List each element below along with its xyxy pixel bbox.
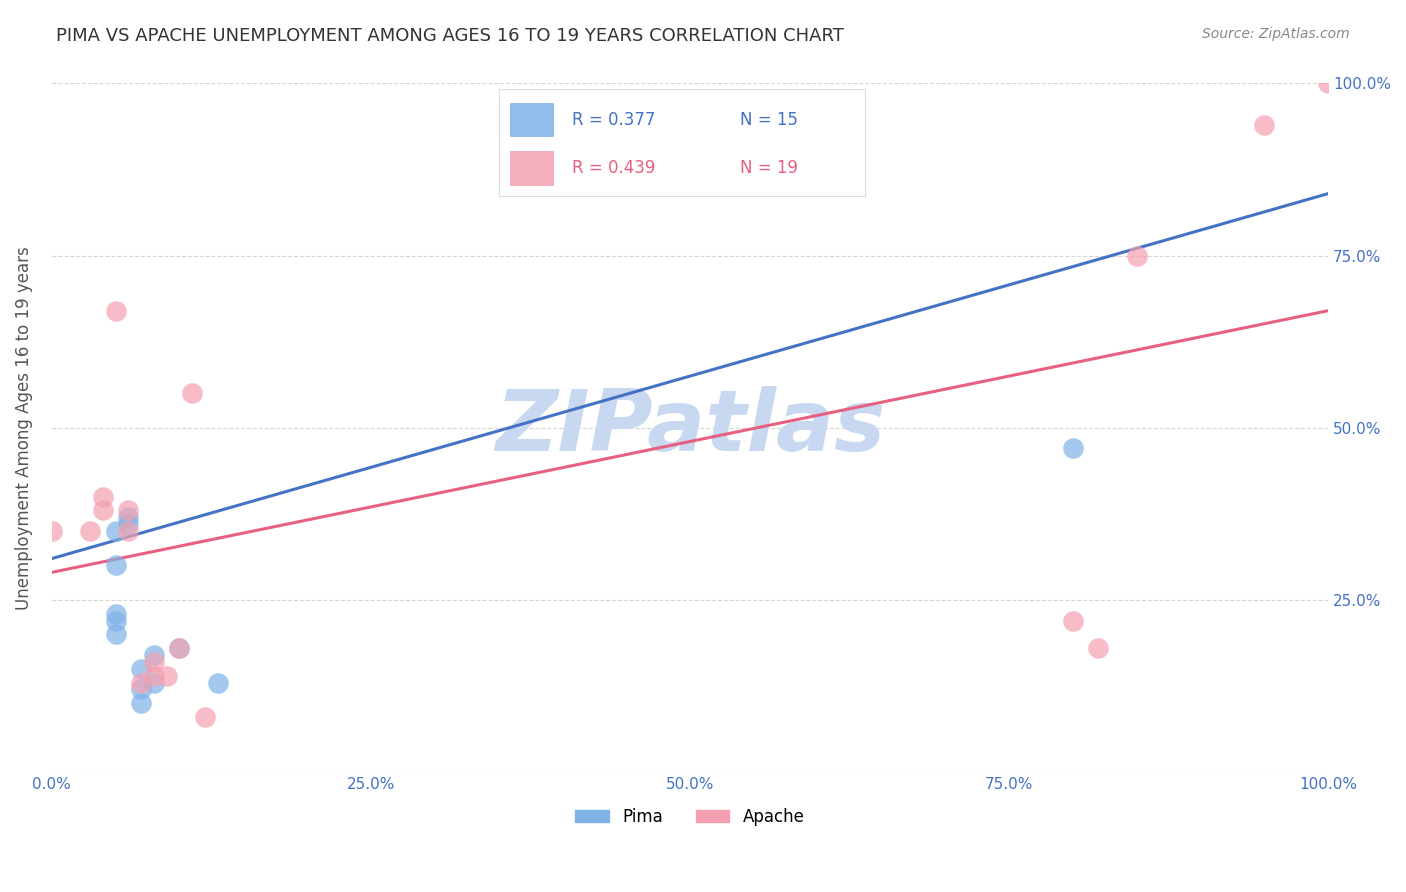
Point	[104, 524, 127, 538]
Point	[156, 668, 179, 682]
Text: ZIPatlas: ZIPatlas	[495, 386, 884, 469]
Point	[91, 503, 114, 517]
Point	[104, 614, 127, 628]
Point	[181, 386, 204, 401]
Point	[104, 627, 127, 641]
Text: N = 15: N = 15	[741, 112, 799, 129]
Point	[142, 648, 165, 662]
Point	[1253, 118, 1275, 132]
Text: N = 19: N = 19	[741, 160, 799, 178]
Text: R = 0.377: R = 0.377	[572, 112, 655, 129]
Text: R = 0.439: R = 0.439	[572, 160, 655, 178]
Legend: Pima, Apache: Pima, Apache	[568, 801, 811, 832]
Point	[41, 524, 63, 538]
Point	[129, 696, 152, 710]
Point	[104, 303, 127, 318]
Y-axis label: Unemployment Among Ages 16 to 19 years: Unemployment Among Ages 16 to 19 years	[15, 246, 32, 609]
Point	[194, 710, 217, 724]
Point	[104, 607, 127, 621]
Point	[169, 641, 191, 656]
Point	[1125, 249, 1147, 263]
Point	[142, 675, 165, 690]
Point	[117, 517, 139, 532]
Point	[117, 503, 139, 517]
Point	[91, 490, 114, 504]
Point	[129, 682, 152, 697]
Point	[117, 524, 139, 538]
Point	[79, 524, 101, 538]
Text: Source: ZipAtlas.com: Source: ZipAtlas.com	[1202, 27, 1350, 41]
Point	[117, 510, 139, 524]
Point	[169, 641, 191, 656]
Text: PIMA VS APACHE UNEMPLOYMENT AMONG AGES 16 TO 19 YEARS CORRELATION CHART: PIMA VS APACHE UNEMPLOYMENT AMONG AGES 1…	[56, 27, 844, 45]
Point	[129, 675, 152, 690]
FancyBboxPatch shape	[510, 103, 554, 137]
Point	[1062, 614, 1084, 628]
Point	[207, 675, 229, 690]
Point	[1062, 442, 1084, 456]
Point	[129, 662, 152, 676]
Point	[104, 558, 127, 573]
FancyBboxPatch shape	[510, 152, 554, 186]
Point	[1317, 77, 1340, 91]
Point	[142, 655, 165, 669]
Point	[142, 668, 165, 682]
Point	[1087, 641, 1109, 656]
